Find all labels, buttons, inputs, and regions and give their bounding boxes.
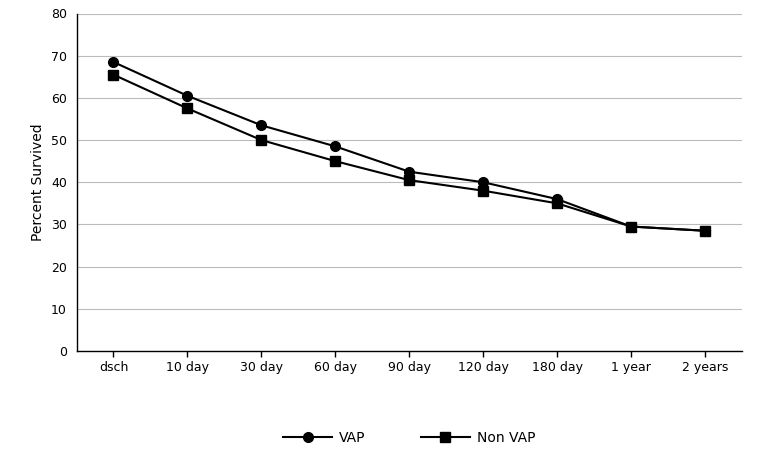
Y-axis label: Percent Survived: Percent Survived [31,123,45,241]
VAP [552,196,562,202]
Legend: VAP, Non VAP: VAP, Non VAP [278,425,541,450]
Non VAP [627,224,636,229]
Non VAP [183,106,192,111]
VAP [330,144,340,149]
VAP [701,228,710,234]
Non VAP [257,137,266,143]
VAP [405,169,414,175]
VAP [183,93,192,99]
Line: Non VAP: Non VAP [109,70,710,236]
Non VAP [552,201,562,206]
Line: VAP: VAP [109,57,710,236]
VAP [479,180,488,185]
Non VAP [479,188,488,194]
Non VAP [405,177,414,183]
VAP [257,122,266,128]
VAP [627,224,636,229]
VAP [109,59,118,65]
Non VAP [330,158,340,164]
Non VAP [701,228,710,234]
Non VAP [109,72,118,77]
